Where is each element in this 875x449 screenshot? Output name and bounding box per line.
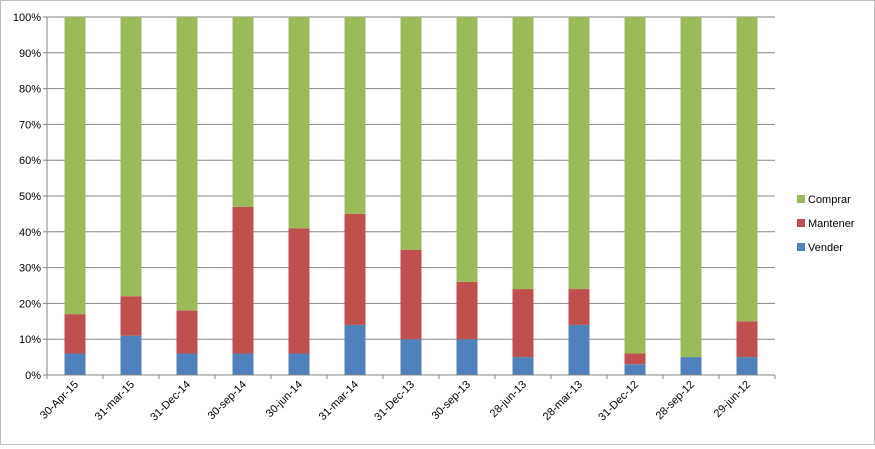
x-tick-label: 29-jun-12 bbox=[712, 379, 753, 420]
bar-segment-vender bbox=[64, 353, 86, 375]
bar-segment-mantener bbox=[512, 289, 534, 358]
bar-segment-mantener bbox=[568, 289, 590, 325]
bar-segment-mantener bbox=[400, 249, 422, 340]
x-tick-label: 31-mar-14 bbox=[317, 379, 361, 423]
bar-segment-mantener bbox=[64, 314, 86, 354]
bar-segment-mantener bbox=[176, 310, 198, 354]
y-tick-label: 70% bbox=[19, 119, 41, 131]
bar-segment-comprar bbox=[232, 17, 254, 207]
y-tick-label: 60% bbox=[19, 155, 41, 167]
bar-segment-comprar bbox=[64, 17, 86, 315]
bar-segment-comprar bbox=[120, 17, 142, 297]
x-tick-label: 28-sep-12 bbox=[654, 379, 698, 423]
bar-segment-mantener bbox=[344, 213, 366, 325]
bar-segment-comprar bbox=[568, 17, 590, 290]
bar-segment-comprar bbox=[400, 17, 422, 250]
y-tick-label: 0% bbox=[25, 370, 41, 382]
bar-segment-vender bbox=[288, 353, 310, 375]
x-tick-label: 30-sep-14 bbox=[206, 379, 250, 423]
legend-label-comprar: Comprar bbox=[808, 194, 851, 206]
y-tick-label: 20% bbox=[19, 298, 41, 310]
bar-segment-vender bbox=[680, 357, 702, 375]
bars bbox=[64, 17, 758, 375]
bar-segment-vender bbox=[624, 364, 646, 375]
bar-segment-vender bbox=[120, 335, 142, 375]
legend-label-mantener: Mantener bbox=[808, 218, 855, 230]
y-tick-label: 40% bbox=[19, 227, 41, 239]
bar-segment-vender bbox=[568, 324, 590, 375]
x-tick-label: 30-sep-13 bbox=[430, 379, 474, 423]
bar-segment-mantener bbox=[624, 353, 646, 365]
y-tick-label: 100% bbox=[13, 12, 41, 24]
bar-segment-comprar bbox=[176, 17, 198, 311]
legend-swatch-comprar bbox=[797, 195, 805, 203]
y-tick-label: 90% bbox=[19, 48, 41, 60]
bar-segment-vender bbox=[400, 339, 422, 375]
bar-segment-comprar bbox=[456, 17, 478, 282]
bar-segment-vender bbox=[736, 357, 758, 375]
x-tick-label: 31-Dec-13 bbox=[372, 379, 417, 424]
bar-segment-vender bbox=[456, 339, 478, 375]
x-tick-label: 31-mar-15 bbox=[93, 379, 137, 423]
bar-segment-mantener bbox=[120, 296, 142, 336]
bar-segment-mantener bbox=[288, 228, 310, 354]
bar-segment-mantener bbox=[456, 281, 478, 340]
bar-segment-comprar bbox=[512, 17, 534, 290]
bar-segment-mantener bbox=[232, 206, 254, 354]
bar-segment-comprar bbox=[624, 17, 646, 354]
bar-segment-vender bbox=[232, 353, 254, 375]
x-tick-label: 31-Dec-12 bbox=[596, 379, 641, 424]
x-tick-label: 28-jun-13 bbox=[488, 379, 529, 420]
bar-segment-vender bbox=[176, 353, 198, 375]
legend-label-vender: Vender bbox=[808, 242, 843, 254]
legend-swatch-mantener bbox=[797, 219, 805, 227]
bar-segment-vender bbox=[344, 324, 366, 375]
x-tick-label: 30-Apr-15 bbox=[38, 379, 81, 422]
y-tick-label: 50% bbox=[19, 191, 41, 203]
bar-segment-vender bbox=[512, 357, 534, 375]
legend-swatch-vender bbox=[797, 243, 805, 251]
y-tick-label: 10% bbox=[19, 334, 41, 346]
bar-segment-mantener bbox=[736, 321, 758, 358]
y-tick-label: 80% bbox=[19, 84, 41, 96]
x-tick-label: 28-mar-13 bbox=[541, 379, 585, 423]
legend: Comprar Mantener Vender bbox=[797, 194, 855, 254]
x-tick-label: 31-Dec-14 bbox=[148, 379, 193, 424]
bar-segment-comprar bbox=[736, 17, 758, 322]
y-tick-label: 30% bbox=[19, 263, 41, 275]
bar-segment-comprar bbox=[680, 17, 702, 358]
bar-segment-comprar bbox=[288, 17, 310, 229]
bar-segment-comprar bbox=[344, 17, 366, 214]
x-tick-label: 30-jun-14 bbox=[264, 379, 305, 420]
